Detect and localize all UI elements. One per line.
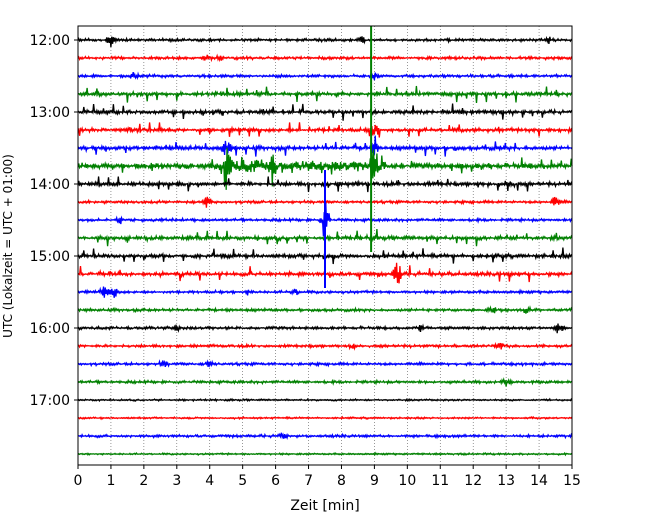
y-axis-label: UTC (Lokalzeit = UTC + 01:00) xyxy=(1,154,15,338)
x-tick-label: 12 xyxy=(464,473,482,489)
y-tick-label: 15:00 xyxy=(30,249,70,265)
x-tick-label: 10 xyxy=(398,473,416,489)
trace-1530 xyxy=(77,286,573,298)
spike-group xyxy=(324,26,373,288)
trace-1715 xyxy=(77,415,573,421)
y-axis-ticks: 12:00 13:00 14:00 15:00 16:00 17:00 xyxy=(30,33,78,409)
x-tick-label: 13 xyxy=(497,473,515,489)
trace-group xyxy=(77,35,573,457)
plot-frame xyxy=(77,25,573,466)
x-axis-label: Zeit [min] xyxy=(290,498,359,514)
y-tick-label: 12:00 xyxy=(30,33,70,49)
trace-1300 xyxy=(77,103,573,121)
trace-1700 xyxy=(77,397,573,403)
trace-1330 xyxy=(77,135,573,157)
x-tick-label: 0 xyxy=(74,473,83,489)
x-grid xyxy=(110,26,540,465)
trace-1345 xyxy=(77,147,573,190)
x-tick-label: 3 xyxy=(172,473,181,489)
x-tick-label: 6 xyxy=(271,473,280,489)
x-tick-label: 4 xyxy=(205,473,214,489)
trace-1645 xyxy=(77,377,573,387)
y-tick-label: 14:00 xyxy=(30,177,70,193)
trace-1730 xyxy=(77,432,573,441)
trace-1215 xyxy=(77,53,573,63)
x-tick-label: 11 xyxy=(431,473,449,489)
y-tick-label: 13:00 xyxy=(30,105,70,121)
x-tick-label: 14 xyxy=(530,473,548,489)
x-axis-ticks: 0 1 2 3 4 5 6 7 8 9 10 11 12 13 14 15 xyxy=(74,465,581,489)
trace-1600 xyxy=(77,323,573,334)
x-tick-label: 9 xyxy=(370,473,379,489)
x-tick-label: 5 xyxy=(238,473,247,489)
trace-1745 xyxy=(77,451,573,457)
trace-1315 xyxy=(77,122,573,138)
x-tick-label: 8 xyxy=(337,473,346,489)
y-tick-label: 16:00 xyxy=(30,321,70,337)
trace-1200 xyxy=(77,35,573,48)
x-tick-label: 7 xyxy=(304,473,313,489)
x-tick-label: 15 xyxy=(563,473,581,489)
trace-1615 xyxy=(77,341,573,351)
y-tick-label: 17:00 xyxy=(30,393,70,409)
trace-1230 xyxy=(77,71,573,81)
trace-1630 xyxy=(77,359,573,368)
trace-1245 xyxy=(77,85,573,103)
x-tick-label: 2 xyxy=(139,473,148,489)
x-tick-label: 1 xyxy=(106,473,115,489)
trace-1545 xyxy=(77,305,573,314)
